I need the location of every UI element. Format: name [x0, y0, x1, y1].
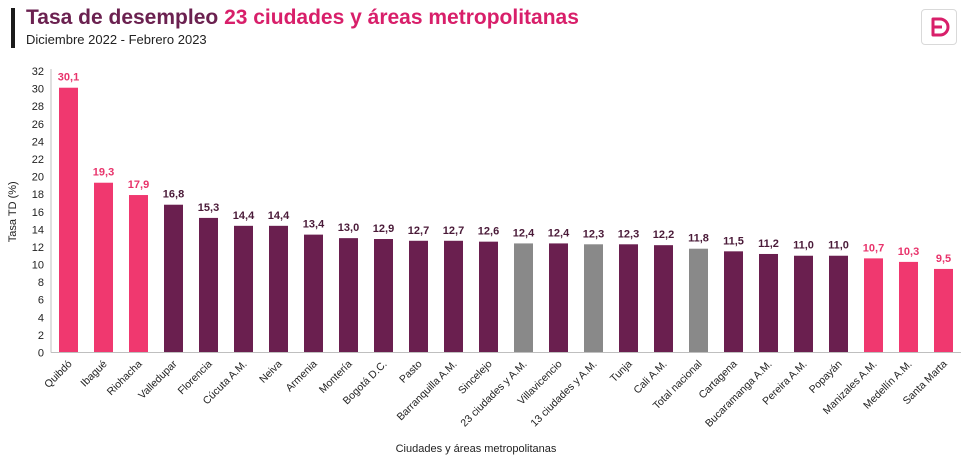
d-logo-icon: [921, 9, 957, 45]
bar: [899, 261, 918, 353]
bar: [339, 238, 358, 353]
bar: [409, 240, 428, 353]
bar: [199, 217, 218, 353]
y-tick-label: 8: [38, 277, 44, 289]
y-tick-label: 14: [32, 224, 44, 236]
data-label: 12,7: [408, 225, 429, 237]
data-label: 16,8: [163, 189, 184, 201]
bar: [829, 255, 848, 353]
y-tick-label: 4: [38, 312, 44, 324]
x-tick-label: Barranquilla A.M.: [395, 358, 460, 423]
bar: [479, 241, 498, 353]
bar: [549, 243, 568, 353]
x-tick-label: Pasto: [397, 358, 425, 386]
data-label: 14,4: [233, 210, 255, 222]
bar: [234, 225, 253, 353]
bar: [374, 239, 393, 353]
page-subtitle: Diciembre 2022 - Febrero 2023: [26, 32, 207, 47]
bar: [724, 251, 743, 353]
y-tick-label: 0: [38, 348, 44, 360]
bar: [619, 244, 638, 353]
data-label: 13,4: [303, 219, 325, 231]
x-tick-label: Valledupar: [136, 358, 180, 402]
x-tick-label: Bucaramanga A.M.: [703, 358, 775, 430]
bar: [129, 195, 148, 353]
title-accent-bar: [11, 8, 15, 48]
data-label: 11,0: [793, 240, 814, 252]
y-tick-label: 16: [32, 207, 44, 219]
data-label: 11,0: [828, 240, 849, 252]
title-part-3: 23 ciudades y áreas metropolitanas: [224, 6, 579, 29]
title-part-2: desempleo: [108, 6, 219, 29]
y-axis-label: Tasa TD (%): [7, 181, 19, 242]
data-label: 10,3: [898, 246, 919, 258]
data-label: 12,9: [373, 223, 394, 235]
data-label: 14,4: [268, 210, 290, 222]
data-label: 15,3: [198, 202, 219, 214]
y-tick-label: 28: [32, 101, 44, 113]
bar: [444, 240, 463, 353]
y-tick-label: 32: [32, 66, 44, 78]
data-label: 12,4: [513, 227, 535, 239]
y-tick-label: 6: [38, 295, 44, 307]
bar: [794, 255, 813, 353]
x-tick-label: Quibdó: [42, 358, 75, 391]
y-tick-label: 30: [32, 84, 44, 96]
data-label: 12,7: [443, 225, 464, 237]
bar: [934, 268, 953, 353]
y-tick-label: 24: [32, 136, 44, 148]
x-tick-label: Tunja: [608, 358, 635, 385]
x-tick-label: 13 ciudades y A.M.: [528, 358, 599, 429]
y-tick-label: 12: [32, 242, 44, 254]
data-label: 12,2: [653, 229, 674, 241]
bar: [94, 182, 113, 353]
x-tick-label: Ibagué: [78, 358, 109, 389]
data-label: 11,8: [688, 233, 709, 245]
bar: [654, 245, 673, 353]
data-label: 11,5: [723, 235, 744, 247]
data-label: 12,3: [583, 228, 604, 240]
bar: [584, 244, 603, 353]
data-label: 13,0: [338, 222, 359, 234]
y-tick-label: 10: [32, 260, 44, 272]
bar: [864, 258, 883, 353]
bar: [759, 253, 778, 353]
y-tick-label: 26: [32, 119, 44, 131]
y-tick-label: 18: [32, 189, 44, 201]
data-label: 9,5: [936, 253, 951, 265]
bar: [304, 234, 323, 353]
x-tick-label: Neiva: [257, 358, 285, 386]
data-label: 12,6: [478, 226, 499, 238]
data-label: 17,9: [128, 179, 149, 191]
data-label: 19,3: [93, 167, 114, 179]
x-tick-label: 23 ciudades y A.M.: [458, 358, 529, 429]
bar: [59, 87, 78, 353]
x-axis-label: Ciudades y áreas metropolitanas: [396, 443, 557, 455]
bar: [514, 243, 533, 353]
bar: [269, 225, 288, 353]
data-label: 10,7: [863, 242, 884, 254]
y-tick-label: 22: [32, 154, 44, 166]
y-tick-label: 2: [38, 330, 44, 342]
page-title: Tasa de desempleo 23 ciudades y áreas me…: [26, 6, 579, 30]
data-label: 11,2: [758, 238, 779, 250]
x-tick-label: Armenia: [283, 358, 319, 394]
data-label: 12,3: [618, 228, 639, 240]
data-label: 30,1: [58, 72, 79, 84]
bar: [689, 248, 708, 353]
y-tick-label: 20: [32, 172, 44, 184]
title-part-1: Tasa de: [26, 6, 103, 29]
data-label: 12,4: [548, 227, 570, 239]
bar: [164, 204, 183, 353]
